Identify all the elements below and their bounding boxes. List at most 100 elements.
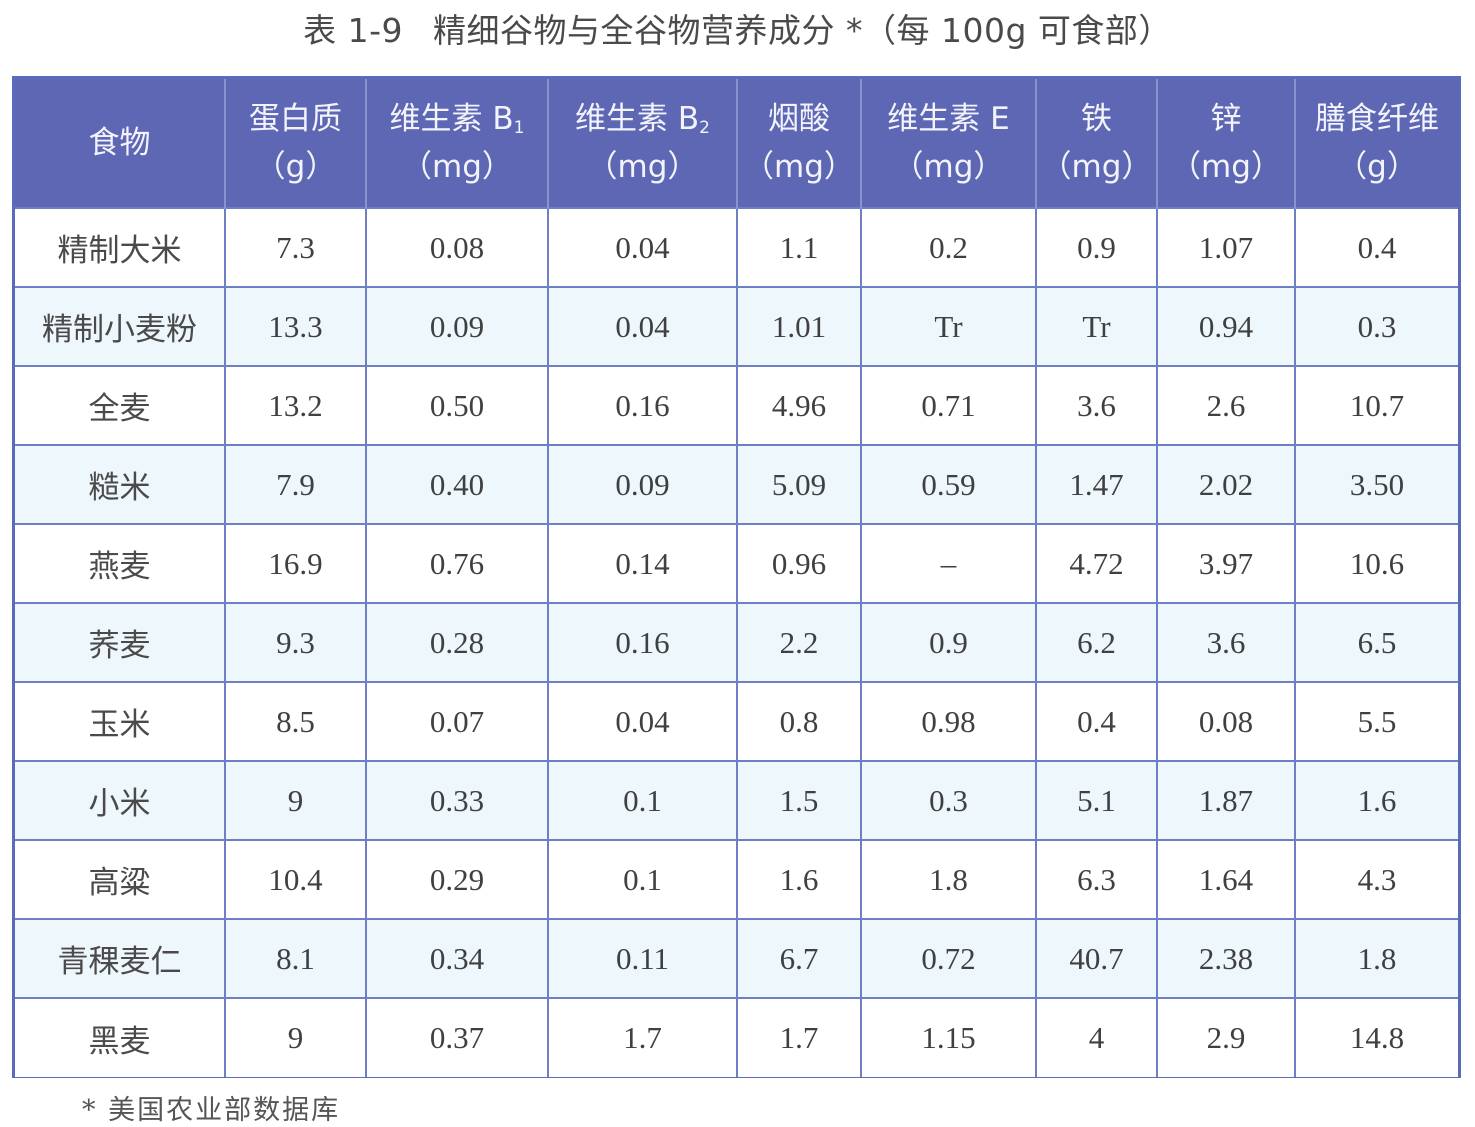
header-label: 维生素 E [887, 101, 1010, 137]
nutrition-table-container: 食物 蛋白质 （g） 维生素 B1 （mg） 维生素 B2 （mg） 烟酸 （mg） 维… [12, 76, 1461, 1078]
cell-food: 糙米 [15, 444, 226, 525]
cell-vitamin-e: 0.71 [860, 365, 1037, 446]
table-body: 精制大米 7.3 0.08 0.04 1.1 0.2 0.9 1.07 0.4 精制小麦粉 13.3… [15, 207, 1458, 1077]
cell-vitamin-e: 1.8 [860, 839, 1037, 920]
header-protein: 蛋白质 （g） [224, 79, 367, 208]
header-dietary-fiber: 膳食纤维 （g） [1294, 79, 1458, 208]
header-vitamin-b2: 维生素 B2 （mg） [547, 79, 738, 208]
nutrition-table: 食物 蛋白质 （g） 维生素 B1 （mg） 维生素 B2 （mg） 烟酸 （mg） 维… [15, 79, 1458, 1077]
header-unit: （mg） [892, 149, 1005, 185]
cell-iron: 0.9 [1035, 207, 1158, 288]
cell-dietary-fiber: 5.5 [1294, 681, 1458, 762]
cell-vitamin-e: 0.2 [860, 207, 1037, 288]
cell-dietary-fiber: 14.8 [1294, 997, 1458, 1077]
cell-vitamin-b1: 0.37 [365, 997, 549, 1077]
header-unit: （g） [1336, 149, 1418, 185]
cell-dietary-fiber: 1.8 [1294, 918, 1458, 999]
cell-vitamin-e: 0.9 [860, 602, 1037, 683]
table-row: 高粱 10.4 0.29 0.1 1.6 1.8 6.3 1.64 4.3 [15, 839, 1458, 920]
cell-vitamin-b1: 0.50 [365, 365, 549, 446]
header-label: 维生素 B [575, 101, 700, 137]
cell-food: 荞麦 [15, 602, 226, 683]
header-iron: 铁 （mg） [1035, 79, 1158, 208]
header-label: 食物 [88, 125, 151, 161]
table-row: 燕麦 16.9 0.76 0.14 0.96–4.72 3.97 10.6 [15, 523, 1458, 604]
cell-dietary-fiber: 0.4 [1294, 207, 1458, 288]
cell-zinc: 0.94 [1156, 286, 1296, 367]
cell-iron: 5.1 [1035, 760, 1158, 841]
cell-zinc: 1.07 [1156, 207, 1296, 288]
cell-food: 全麦 [15, 365, 226, 446]
cell-niacin: 1.01 [736, 286, 862, 367]
table-header: 食物 蛋白质 （g） 维生素 B1 （mg） 维生素 B2 （mg） 烟酸 （mg） 维… [15, 79, 1458, 208]
cell-vitamin-b1: 0.76 [365, 523, 549, 604]
cell-vitamin-b2: 0.09 [547, 444, 738, 525]
cell-iron: Tr [1035, 286, 1158, 367]
cell-niacin: 1.5 [736, 760, 862, 841]
cell-dietary-fiber: 3.50 [1294, 444, 1458, 525]
header-label: 维生素 B [389, 101, 514, 137]
header-label: 烟酸 [768, 101, 830, 137]
cell-niacin: 1.7 [736, 997, 862, 1077]
cell-dietary-fiber: 0.3 [1294, 286, 1458, 367]
header-label: 锌 [1210, 101, 1242, 137]
cell-dietary-fiber: 4.3 [1294, 839, 1458, 920]
table-row: 全麦 13.2 0.50 0.16 4.96 0.71 3.6 2.6 10.7 [15, 365, 1458, 446]
table-row: 精制小麦粉 13.3 0.09 0.04 1.01 Tr Tr 0.94 0.3 [15, 286, 1458, 367]
cell-vitamin-b1: 0.08 [365, 207, 549, 288]
cell-iron: 6.2 [1035, 602, 1158, 683]
header-unit: （mg） [1040, 149, 1153, 185]
cell-zinc: 0.08 [1156, 681, 1296, 762]
cell-vitamin-b1: 0.34 [365, 918, 549, 999]
cell-iron: 4 [1035, 997, 1158, 1077]
cell-dietary-fiber: 6.5 [1294, 602, 1458, 683]
cell-food: 小米 [15, 760, 226, 841]
cell-vitamin-e: 0.72 [860, 918, 1037, 999]
cell-food: 精制大米 [15, 207, 226, 288]
cell-vitamin-b2: 0.16 [547, 602, 738, 683]
cell-niacin: 0.8 [736, 681, 862, 762]
cell-zinc: 3.6 [1156, 602, 1296, 683]
table-row: 精制大米 7.3 0.08 0.04 1.1 0.2 0.9 1.07 0.4 [15, 207, 1458, 288]
cell-vitamin-b2: 0.04 [547, 207, 738, 288]
cell-dietary-fiber: 10.6 [1294, 523, 1458, 604]
cell-vitamin-e: 0.59 [860, 444, 1037, 525]
cell-protein: 9 [224, 997, 367, 1077]
cell-iron: 3.6 [1035, 365, 1158, 446]
header-subscript: 2 [699, 118, 710, 138]
header-unit: （mg） [1170, 149, 1282, 185]
cell-niacin: 2.2 [736, 602, 862, 683]
header-unit: （mg） [401, 149, 513, 185]
cell-vitamin-b1: 0.33 [365, 760, 549, 841]
cell-protein: 8.1 [224, 918, 367, 999]
cell-dietary-fiber: 1.6 [1294, 760, 1458, 841]
header-unit: （g） [254, 149, 337, 185]
cell-protein: 16.9 [224, 523, 367, 604]
cell-iron: 40.7 [1035, 918, 1158, 999]
table-row: 黑麦 9 0.37 1.7 1.7 1.15 4 2.9 14.8 [15, 997, 1458, 1077]
table-row: 玉米 8.5 0.07 0.04 0.8 0.98 0.4 0.08 5.5 [15, 681, 1458, 762]
cell-vitamin-b2: 0.11 [547, 918, 738, 999]
cell-zinc: 3.97 [1156, 523, 1296, 604]
cell-protein: 7.9 [224, 444, 367, 525]
cell-protein: 13.3 [224, 286, 367, 367]
cell-vitamin-b1: 0.07 [365, 681, 549, 762]
cell-vitamin-b2: 0.1 [547, 760, 738, 841]
cell-food: 黑麦 [15, 997, 226, 1077]
cell-protein: 8.5 [224, 681, 367, 762]
cell-vitamin-e: – [860, 523, 1037, 604]
header-subscript: 1 [513, 118, 525, 138]
cell-food: 精制小麦粉 [15, 286, 226, 367]
header-unit: （mg） [743, 149, 855, 185]
cell-protein: 13.2 [224, 365, 367, 446]
header-zinc: 锌 （mg） [1156, 79, 1296, 208]
header-niacin: 烟酸 （mg） [736, 79, 862, 208]
header-row: 食物 蛋白质 （g） 维生素 B1 （mg） 维生素 B2 （mg） 烟酸 （mg） 维… [15, 79, 1458, 208]
cell-vitamin-b1: 0.28 [365, 602, 549, 683]
cell-zinc: 2.02 [1156, 444, 1296, 525]
cell-niacin: 6.7 [736, 918, 862, 999]
cell-dietary-fiber: 10.7 [1294, 365, 1458, 446]
cell-niacin: 4.96 [736, 365, 862, 446]
cell-food: 玉米 [15, 681, 226, 762]
cell-food: 高粱 [15, 839, 226, 920]
